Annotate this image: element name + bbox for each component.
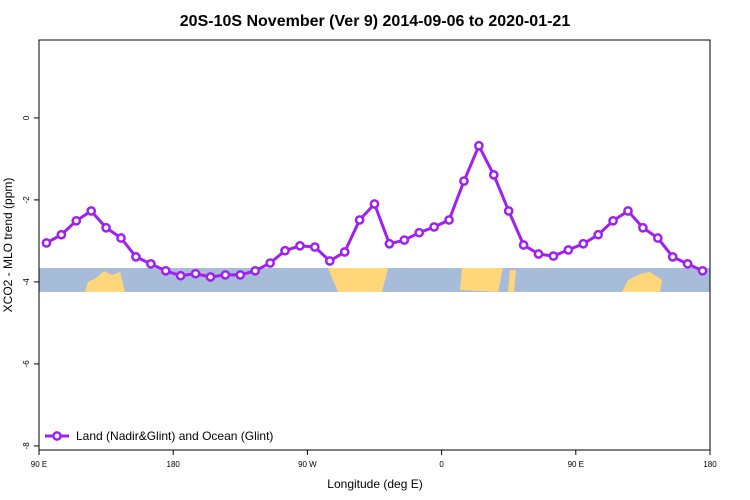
plot-frame xyxy=(38,39,711,451)
data-point xyxy=(220,270,231,280)
data-point xyxy=(250,265,261,276)
data-point xyxy=(354,215,365,225)
data-point xyxy=(399,235,410,245)
x-tick-label: 0 xyxy=(439,460,444,469)
data-point xyxy=(160,265,171,276)
data-point xyxy=(518,240,529,250)
data-point xyxy=(280,245,290,256)
data-point xyxy=(235,270,246,280)
data-point xyxy=(101,222,111,233)
data-point xyxy=(71,215,82,226)
data-point xyxy=(145,259,156,269)
land-patch xyxy=(328,268,388,292)
data-point xyxy=(578,238,589,249)
data-point xyxy=(131,252,141,262)
data-point xyxy=(533,249,544,259)
data-point xyxy=(503,206,514,216)
data-point xyxy=(295,240,305,251)
land-patch xyxy=(85,271,125,292)
legend-marker xyxy=(52,431,62,441)
x-axis-label: Longitude (deg E) xyxy=(327,477,422,491)
data-point xyxy=(563,245,574,255)
data-point xyxy=(190,268,201,279)
land-patch xyxy=(508,270,516,292)
data-point xyxy=(265,258,275,268)
x-tick-label: 180 xyxy=(703,460,717,469)
data-point xyxy=(205,272,216,282)
data-point xyxy=(667,252,678,262)
data-point xyxy=(324,256,335,266)
data-point xyxy=(429,222,439,232)
x-tick-label: 90 W xyxy=(298,460,317,469)
legend-label: Land (Nadir&Glint) and Ocean (Glint) xyxy=(76,429,273,443)
y-axis-label: XCO2 - MLO trend (ppm) xyxy=(1,178,15,313)
y-tick-label: -2 xyxy=(22,196,31,204)
data-point xyxy=(41,238,52,248)
y-tick-label: -6 xyxy=(22,360,31,368)
data-point xyxy=(488,170,499,180)
data-point xyxy=(384,238,395,249)
land-patch xyxy=(622,272,662,292)
y-tick-label: 0 xyxy=(22,115,31,120)
land-ocean-strip xyxy=(39,268,710,292)
data-point xyxy=(608,215,618,226)
data-point xyxy=(459,176,469,186)
data-point xyxy=(414,227,425,238)
chart-title: 20S-10S November (Ver 9) 2014-09-06 to 2… xyxy=(180,13,571,30)
data-point xyxy=(652,233,663,243)
data-point xyxy=(444,215,454,225)
data-point xyxy=(116,233,126,243)
x-tick-label: 90 E xyxy=(568,460,584,469)
series-line xyxy=(45,142,704,279)
data-point xyxy=(339,247,350,257)
y-tick-label: -8 xyxy=(22,442,31,450)
data-point xyxy=(56,229,67,240)
data-point xyxy=(175,270,186,281)
data-point xyxy=(697,265,708,276)
land-patch xyxy=(460,268,503,292)
data-point xyxy=(369,199,380,209)
data-point xyxy=(310,242,320,252)
data-point xyxy=(638,222,648,233)
x-tick-label: 90 E xyxy=(31,460,47,469)
x-tick-label: 180 xyxy=(167,460,181,469)
data-point xyxy=(593,229,604,240)
data-point xyxy=(474,140,484,151)
data-point xyxy=(548,251,559,261)
data-point xyxy=(86,206,97,216)
data-point xyxy=(682,259,693,269)
y-tick-label: -4 xyxy=(22,278,31,286)
data-point xyxy=(623,206,633,216)
